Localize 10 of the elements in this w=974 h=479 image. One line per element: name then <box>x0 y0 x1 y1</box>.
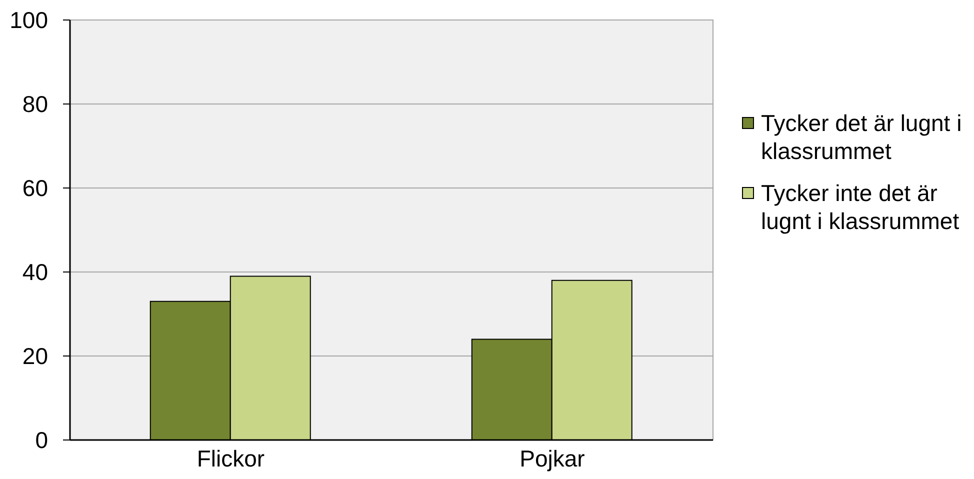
y-tick-label: 0 <box>35 427 48 454</box>
x-tick-label: Flickor <box>196 445 265 472</box>
legend-label: Tycker det är lugnt i klassrummet <box>761 109 963 165</box>
y-tick-label: 20 <box>22 343 48 370</box>
y-tick-label: 80 <box>22 91 48 118</box>
y-tick-label: 100 <box>10 7 48 34</box>
y-tick-label: 40 <box>22 259 48 286</box>
x-tick-label: Pojkar <box>520 445 586 472</box>
y-tick-label: 60 <box>22 175 48 202</box>
legend-label: Tycker inte det är lugnt i klassrummet <box>761 179 960 235</box>
